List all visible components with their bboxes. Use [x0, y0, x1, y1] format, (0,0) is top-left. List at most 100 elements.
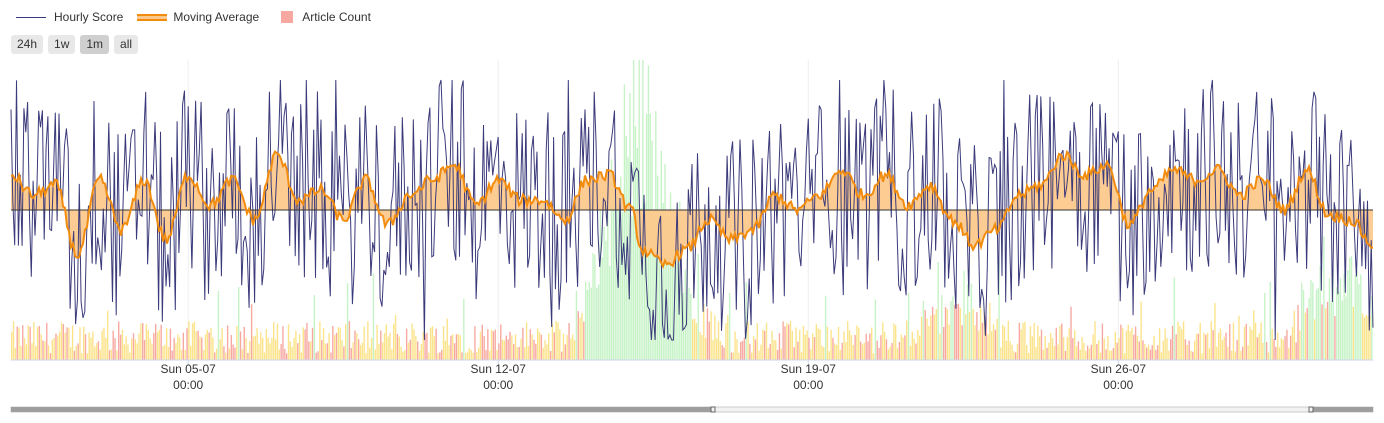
article-count-bar: [1094, 321, 1096, 360]
article-count-bar: [1026, 345, 1028, 360]
x-tick-label: Sun 12-07: [471, 362, 527, 376]
article-count-bar: [854, 335, 856, 360]
article-count-bar: [782, 321, 784, 360]
article-count-bar: [745, 282, 747, 360]
article-count-bar: [88, 332, 90, 360]
article-count-bar: [321, 339, 323, 360]
article-count-bar: [1192, 351, 1194, 360]
legend-item-article-count[interactable]: Article Count: [273, 10, 371, 24]
article-count-bar: [1184, 339, 1187, 360]
article-count-bar: [333, 335, 336, 360]
range-button-1m[interactable]: 1m: [80, 35, 110, 54]
range-button-all[interactable]: all: [114, 35, 139, 54]
article-count-bar: [1240, 350, 1242, 360]
article-count-bar: [363, 326, 365, 360]
article-count-bar: [1365, 315, 1367, 360]
article-count-bar: [380, 330, 382, 360]
article-count-bar: [540, 334, 543, 360]
article-count-bar: [463, 298, 465, 360]
article-count-bar: [577, 311, 579, 360]
article-count-bar: [1308, 297, 1310, 360]
article-count-bar: [608, 266, 611, 360]
article-count-bar: [802, 325, 805, 360]
article-count-bar: [1018, 322, 1021, 360]
article-count-bar: [132, 333, 135, 360]
article-count-bar: [429, 327, 432, 360]
article-count-bar: [531, 334, 533, 360]
range-button-1w[interactable]: 1w: [48, 35, 76, 54]
article-count-bar: [1131, 327, 1133, 360]
article-count-bar: [404, 350, 406, 360]
article-count-bar: [282, 326, 284, 360]
article-count-bar: [843, 331, 845, 360]
article-count-bar: [876, 340, 878, 360]
article-count-bar: [420, 343, 423, 360]
article-count-bar: [808, 337, 810, 360]
article-count-bar: [573, 340, 576, 360]
article-count-bar: [151, 343, 153, 360]
article-count-bar: [1005, 340, 1008, 360]
article-count-bar: [979, 306, 982, 360]
article-count-bar: [250, 304, 253, 360]
article-count-bar: [1284, 336, 1286, 360]
article-count-bar: [1265, 341, 1268, 360]
article-count-bar: [1243, 326, 1246, 360]
article-count-bar: [882, 322, 884, 360]
article-count-bar: [1064, 350, 1067, 360]
article-count-bar: [58, 331, 61, 360]
article-count-bar: [516, 347, 519, 360]
article-count-bar: [1360, 274, 1362, 360]
article-count-bar: [232, 344, 234, 360]
article-count-bar: [62, 324, 65, 360]
article-count-bar: [658, 216, 661, 360]
navigator[interactable]: [10, 406, 1374, 413]
article-count-bar: [793, 347, 795, 360]
article-count-bar: [501, 339, 504, 360]
article-count-bar: [603, 226, 605, 360]
article-count-bar: [1044, 335, 1046, 360]
article-count-bar: [1160, 352, 1163, 360]
article-count-bar: [188, 321, 190, 360]
article-count-bar: [1249, 326, 1251, 360]
article-count-bar: [1201, 353, 1203, 360]
article-count-bar: [1050, 332, 1052, 360]
article-count-bar: [704, 337, 707, 360]
article-count-bar: [1155, 349, 1157, 360]
article-count-bar: [555, 321, 557, 360]
article-count-bar: [476, 351, 478, 360]
article-count-bar: [551, 323, 554, 360]
article-count-bar: [1332, 268, 1334, 360]
article-count-bar: [559, 329, 561, 360]
article-count-bar: [287, 324, 290, 360]
navigator-handle-right[interactable]: [1308, 406, 1314, 413]
article-count-bar: [972, 308, 974, 360]
article-count-bar: [261, 338, 264, 360]
range-button-24h[interactable]: 24h: [11, 35, 44, 54]
article-count-bar: [865, 333, 867, 360]
article-count-bar: [284, 348, 286, 360]
article-count-bar: [418, 350, 421, 360]
article-count-bar: [1223, 336, 1225, 360]
article-count-bar: [987, 334, 989, 360]
legend-item-moving-average[interactable]: Moving Average: [137, 10, 259, 24]
article-count-bar: [904, 335, 906, 360]
article-count-bar: [889, 346, 891, 360]
article-count-bar: [1293, 310, 1296, 360]
article-count-bar: [621, 211, 624, 360]
article-count-bar: [1254, 322, 1257, 360]
article-count-bar: [90, 337, 92, 360]
article-count-bar: [717, 321, 720, 360]
navigator-handle-left[interactable]: [710, 406, 716, 413]
article-count-bar: [55, 333, 57, 360]
article-count-bar: [81, 353, 83, 360]
article-count-bar: [758, 350, 760, 360]
article-count-bar: [930, 315, 932, 360]
article-count-bar: [1229, 323, 1231, 360]
article-count-bar: [1210, 321, 1212, 360]
article-count-bar: [191, 323, 194, 360]
article-count-bar: [1096, 343, 1098, 360]
article-count-bar: [751, 352, 753, 360]
legend-item-hourly-score[interactable]: Hourly Score: [16, 10, 123, 24]
article-count-bar: [1046, 347, 1048, 360]
article-count-bar: [215, 348, 218, 360]
